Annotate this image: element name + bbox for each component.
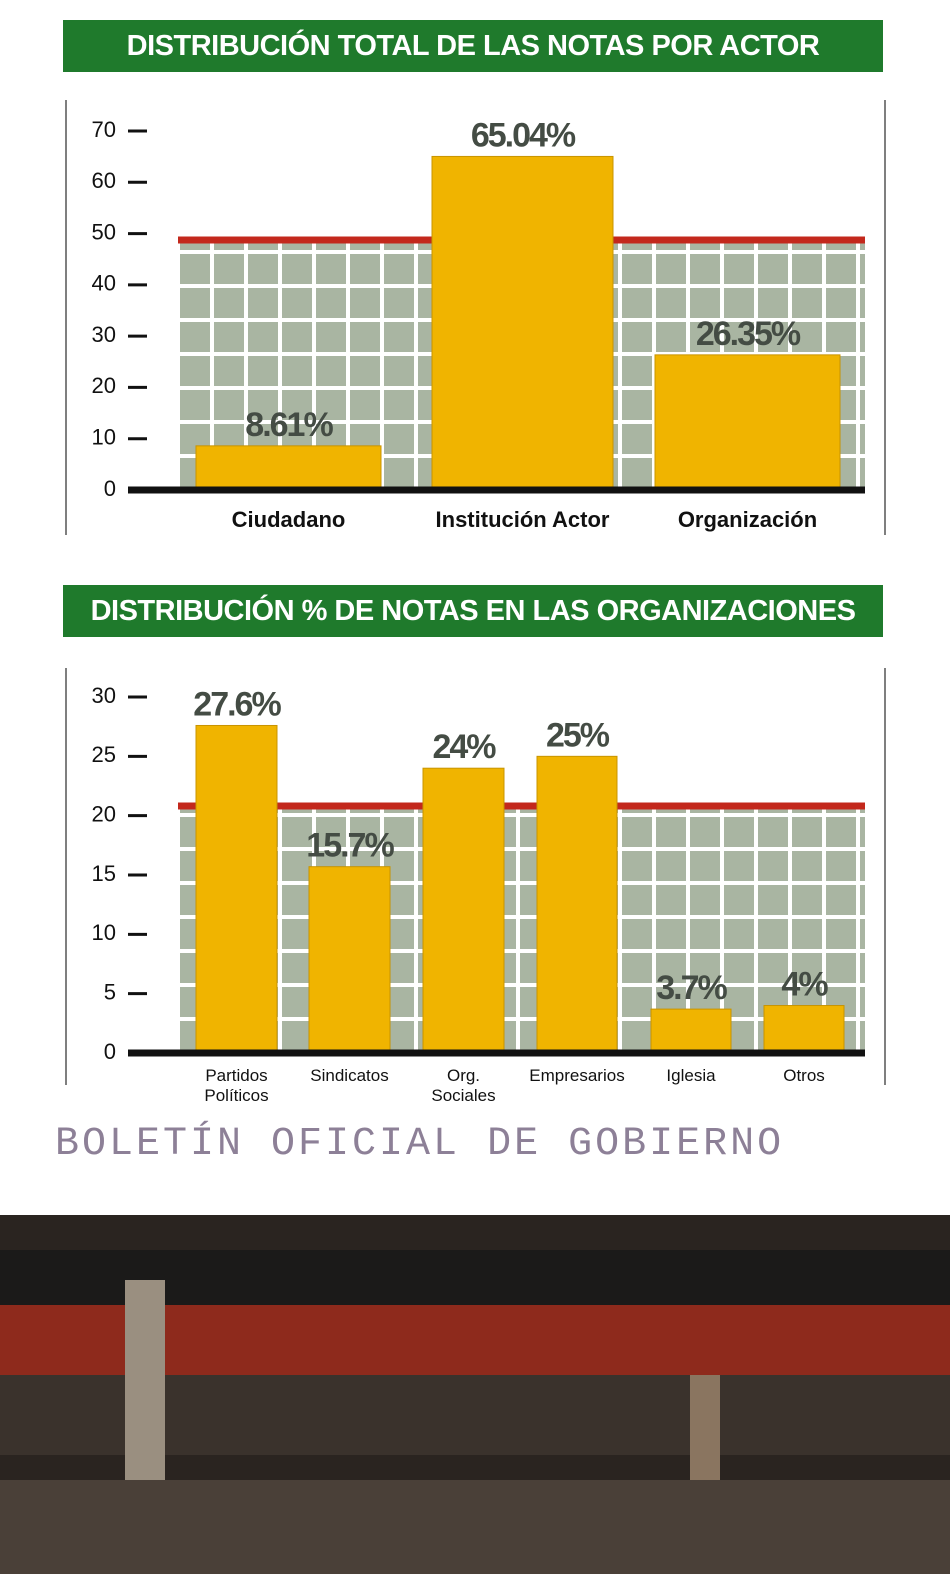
- bar: [654, 354, 841, 491]
- value-label: 3.7%: [656, 969, 727, 1007]
- y-tick-label: 50: [92, 219, 116, 244]
- caption: BOLETÍN OFICIAL DE GOBIERNO: [55, 1122, 785, 1167]
- bar: [536, 755, 618, 1054]
- y-tick-label: 10: [92, 425, 116, 450]
- y-tick-label: 5: [104, 979, 116, 1004]
- x-tick-label: Partidos Políticos: [204, 1066, 269, 1105]
- value-label: 25%: [546, 716, 610, 754]
- bar: [650, 1008, 732, 1054]
- x-tick-label: Empresarios: [529, 1066, 625, 1085]
- x-tick-label: Otros: [783, 1066, 825, 1085]
- y-tick-label: 25: [92, 742, 116, 767]
- typewriter-base: [0, 1480, 950, 1574]
- value-label: 26.35%: [696, 315, 801, 353]
- y-tick-label: 0: [104, 476, 116, 501]
- x-tick-label: Organización: [677, 507, 818, 532]
- y-tick-label: 10: [92, 920, 116, 945]
- value-label: 27.6%: [193, 685, 281, 723]
- x-tick-label: Institución Actor: [435, 507, 610, 532]
- y-tick-label: 15: [92, 861, 116, 886]
- bar: [422, 767, 505, 1054]
- bar: [763, 1005, 845, 1054]
- y-tick-label: 20: [92, 801, 116, 826]
- y-tick-label: 60: [92, 168, 116, 193]
- bar: [308, 866, 391, 1054]
- y-tick-label: 30: [92, 322, 116, 347]
- bar: [195, 724, 278, 1054]
- value-label: 8.61%: [245, 406, 333, 444]
- value-label: 65.04%: [471, 116, 576, 154]
- y-tick-label: 20: [92, 373, 116, 398]
- value-label: 15.7%: [306, 827, 394, 865]
- value-label: 4%: [781, 966, 828, 1004]
- x-tick-label: Iglesia: [666, 1066, 716, 1085]
- y-tick-label: 30: [92, 683, 116, 708]
- type-bar: [125, 1280, 165, 1510]
- y-tick-label: 70: [92, 117, 116, 142]
- chart-title: DISTRIBUCIÓN TOTAL DE LAS NOTAS POR ACTO…: [63, 20, 883, 72]
- x-tick-label: Sindicatos: [310, 1066, 389, 1085]
- bar: [431, 155, 614, 491]
- value-label: 24%: [432, 728, 496, 766]
- chart-title: DISTRIBUCIÓN % DE NOTAS EN LAS ORGANIZAC…: [63, 585, 883, 637]
- bar: [195, 445, 382, 491]
- y-tick-label: 0: [104, 1039, 116, 1064]
- y-tick-label: 40: [92, 271, 116, 296]
- x-tick-label: Org. Sociales: [431, 1066, 496, 1105]
- x-tick-label: Ciudadano: [231, 507, 346, 532]
